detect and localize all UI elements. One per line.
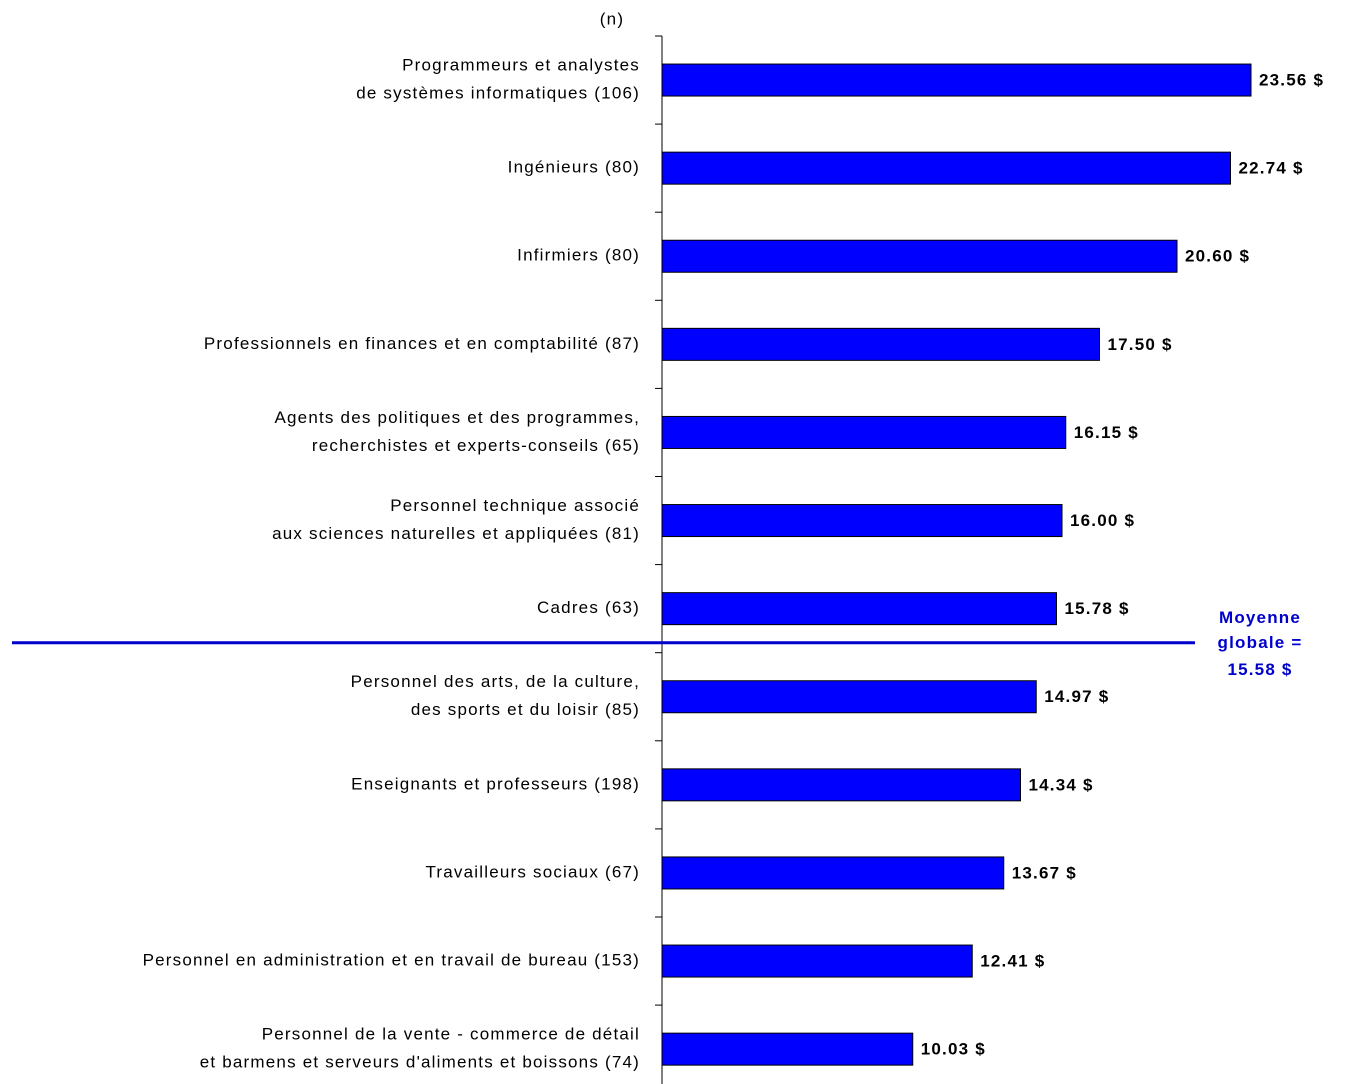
category-label: Programmeurs et analystes (402, 56, 640, 75)
bar (661, 327, 1100, 361)
category-label: Professionnels en finances et en comptab… (204, 334, 640, 353)
value-label: 12.41 $ (980, 952, 1045, 971)
bar (661, 504, 1063, 538)
bar (661, 592, 1057, 626)
value-label: 20.60 $ (1185, 247, 1250, 266)
value-label: 13.67 $ (1012, 863, 1077, 882)
category-label: des sports et du loisir (85) (411, 700, 640, 719)
category-label: de systèmes informatiques (106) (356, 84, 640, 103)
bar (661, 680, 1037, 714)
category-label: Enseignants et professeurs (198) (351, 774, 640, 793)
bar (661, 151, 1231, 185)
average-label: globale = (1218, 633, 1303, 652)
bar (661, 944, 973, 978)
category-label: et barmens et serveurs d'aliments et boi… (200, 1053, 640, 1072)
category-label: Personnel technique associé (390, 496, 640, 515)
category-label: Agents des politiques et des programmes, (274, 408, 640, 427)
bar (661, 768, 1021, 802)
value-label: 16.15 $ (1074, 423, 1139, 442)
average-label: Moyenne (1219, 608, 1301, 627)
value-label: 10.03 $ (921, 1040, 986, 1059)
value-label: 16.00 $ (1070, 511, 1135, 530)
bar (661, 856, 1005, 890)
bar (661, 63, 1252, 97)
value-label: 15.78 $ (1065, 599, 1130, 618)
value-label: 23.56 $ (1259, 71, 1324, 90)
bar (661, 239, 1178, 273)
category-label: Ingénieurs (80) (508, 158, 640, 177)
value-label: 14.97 $ (1044, 687, 1109, 706)
category-label: Personnel en administration et en travai… (143, 951, 640, 970)
category-label: Personnel de la vente - commerce de déta… (262, 1025, 640, 1044)
average-value-label: 15.58 $ (1227, 660, 1292, 679)
value-label: 14.34 $ (1029, 775, 1094, 794)
category-label: Cadres (63) (537, 598, 640, 617)
category-label: aux sciences naturelles et appliquées (8… (272, 524, 640, 543)
category-label: recherchistes et experts-conseils (65) (312, 436, 640, 455)
bar (661, 1032, 914, 1066)
category-label: Travailleurs sociaux (67) (425, 862, 640, 881)
value-label: 17.50 $ (1108, 335, 1173, 354)
value-label: 22.74 $ (1239, 159, 1304, 178)
category-label: Infirmiers (80) (517, 246, 640, 265)
category-label: Personnel des arts, de la culture, (351, 672, 640, 691)
bar (661, 415, 1067, 449)
axis-label: (n) (600, 9, 624, 28)
